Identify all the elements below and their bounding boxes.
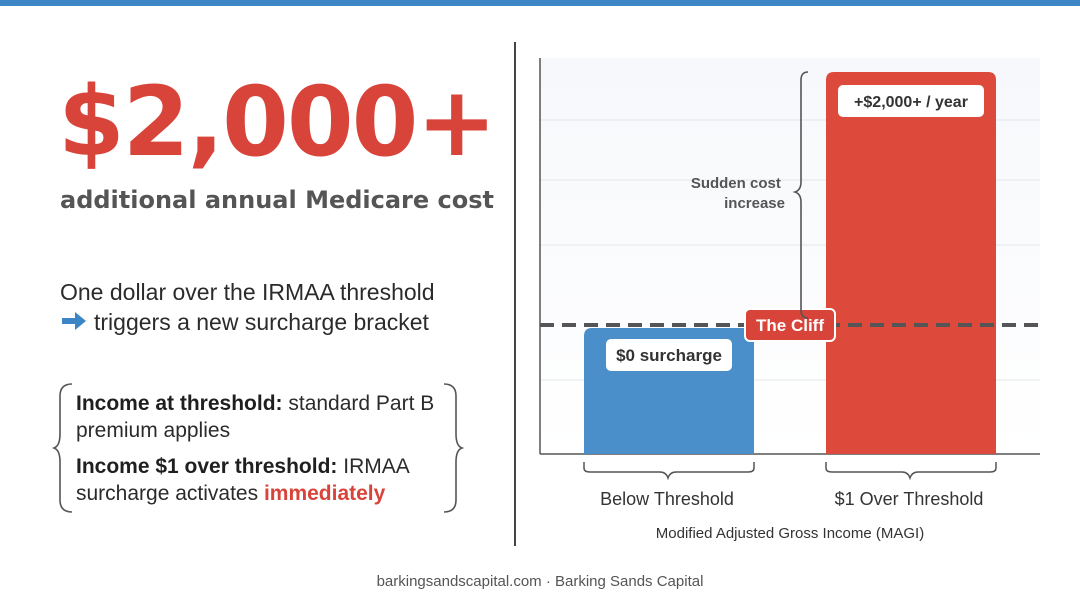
headline-subtitle: additional annual Medicare cost [60,186,494,214]
arrow-right-icon [60,310,88,338]
annotation-text: Sudden cost increase [691,175,785,212]
vertical-divider [514,42,516,546]
item2-label: Income $1 over threshold: [76,455,338,478]
item2-text: IRMAA surcharge activates [76,455,409,505]
item1-label: Income at threshold: [76,392,283,415]
annotation-line-1: Sudden cost [691,175,781,192]
category-brace-over-icon [825,462,997,481]
bar-label-over: +$2,000+ / year [838,85,984,117]
bar-label-below-text: $0 surcharge [616,346,722,365]
explanation-line-2-text: triggers a new surcharge bracket [94,309,429,335]
annotation-line-2: increase [724,195,785,212]
brace-icon [52,383,464,513]
cliff-badge: The Cliff [744,308,836,342]
explanation-line-2: triggers a new surcharge bracket [60,309,429,338]
x-tick-label-over: $1 Over Threshold [835,489,984,509]
explanation-line-1: One dollar over the IRMAA threshold [60,279,435,305]
category-brace-below-icon [583,462,755,481]
bar-label-over-text: +$2,000+ / year [854,94,968,111]
footer-credit: barkingsandscapital.com · Barking Sands … [376,573,704,590]
item2-highlight: immediately [263,482,386,505]
top-accent-bar [0,0,1080,6]
cliff-badge-text: The Cliff [756,316,824,335]
bar-label-below: $0 surcharge [606,339,732,371]
increase-brace-icon [792,71,809,319]
bar-over-threshold [826,72,996,454]
x-axis-label: Modified Adjusted Gross Income (MAGI) [656,525,924,542]
item1-text: standard Part B premium applies [76,392,435,442]
comparison-item-over-threshold: Income $1 over threshold: IRMAA surcharg… [76,453,456,507]
x-tick-label-below: Below Threshold [600,489,734,509]
comparison-box: Income at threshold: standard Part B pre… [52,382,464,514]
headline-amount: $2,000+ [58,66,497,178]
cliff-bar-chart: $0 surcharge +$2,000+ / year The Cliff S… [539,58,1040,542]
comparison-item-at-threshold: Income at threshold: standard Part B pre… [76,390,456,444]
